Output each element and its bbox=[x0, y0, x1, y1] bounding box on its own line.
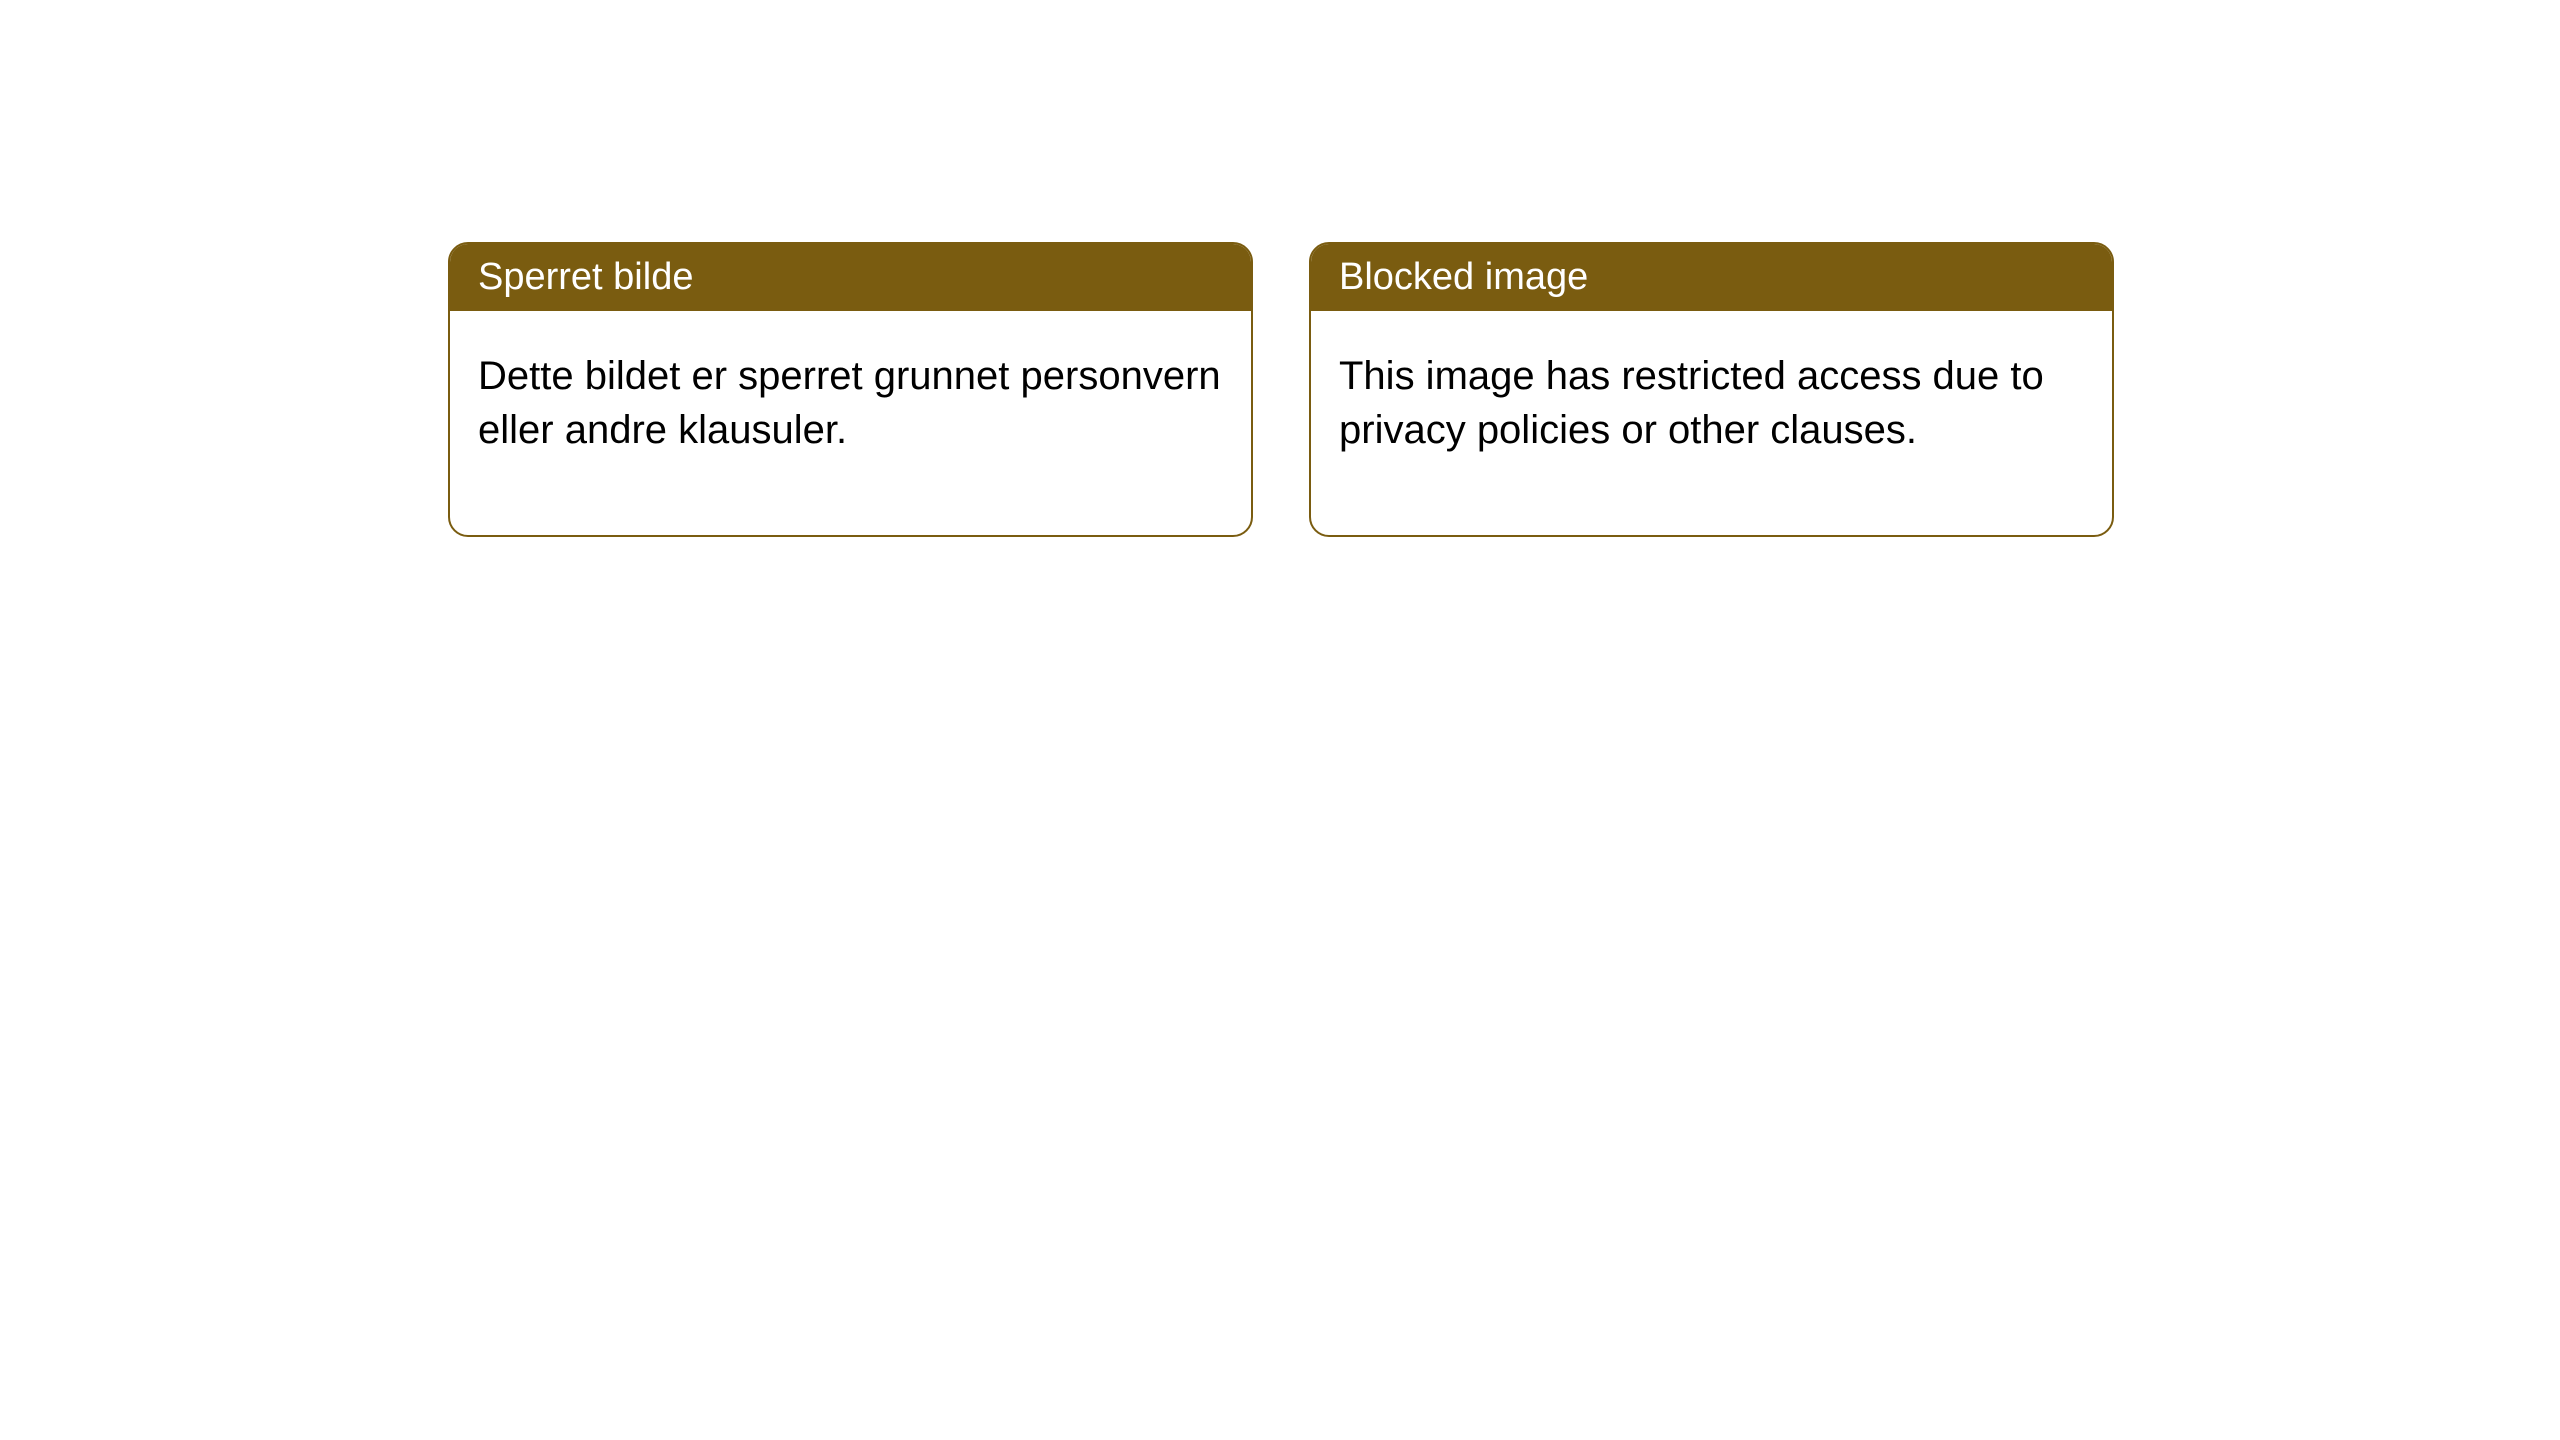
notice-card-en: Blocked image This image has restricted … bbox=[1309, 242, 2114, 537]
notice-title-no: Sperret bilde bbox=[450, 244, 1251, 311]
notice-container: Sperret bilde Dette bildet er sperret gr… bbox=[0, 0, 2560, 537]
notice-body-no: Dette bildet er sperret grunnet personve… bbox=[450, 311, 1251, 535]
notice-body-en: This image has restricted access due to … bbox=[1311, 311, 2112, 535]
notice-title-en: Blocked image bbox=[1311, 244, 2112, 311]
notice-card-no: Sperret bilde Dette bildet er sperret gr… bbox=[448, 242, 1253, 537]
